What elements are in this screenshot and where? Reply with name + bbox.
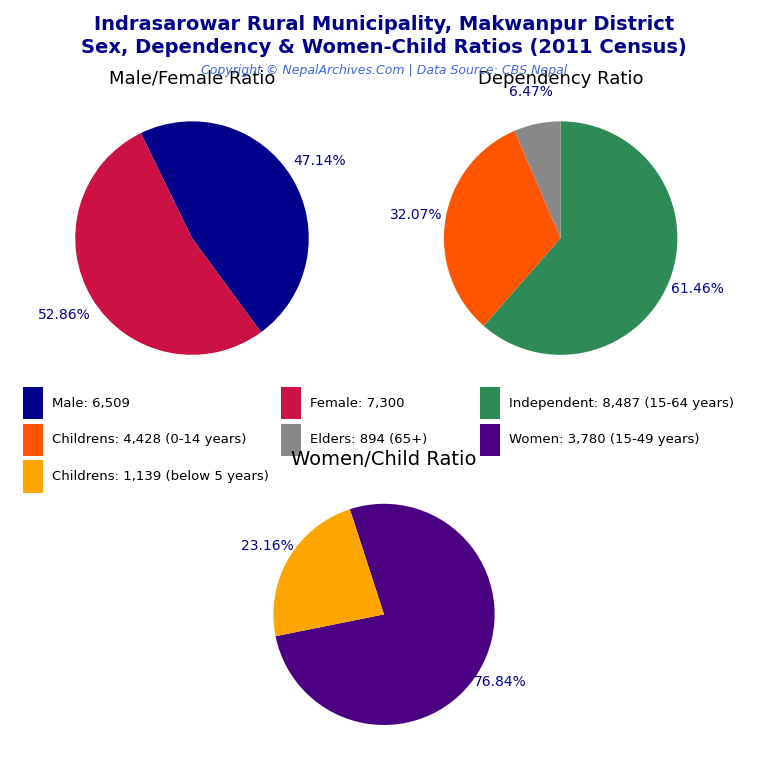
Text: Sex, Dependency & Women-Child Ratios (2011 Census): Sex, Dependency & Women-Child Ratios (20… xyxy=(81,38,687,58)
Bar xyxy=(480,424,501,456)
Wedge shape xyxy=(515,121,561,238)
Text: 6.47%: 6.47% xyxy=(508,84,552,99)
Wedge shape xyxy=(141,121,309,333)
Bar xyxy=(281,424,301,456)
Text: 76.84%: 76.84% xyxy=(474,676,527,690)
Bar xyxy=(281,387,301,419)
Bar xyxy=(23,460,43,492)
Text: Male: 6,509: Male: 6,509 xyxy=(52,397,130,410)
Text: Women: 3,780 (15-49 years): Women: 3,780 (15-49 years) xyxy=(509,433,700,446)
Text: 23.16%: 23.16% xyxy=(241,539,294,553)
Text: 32.07%: 32.07% xyxy=(390,208,443,222)
Wedge shape xyxy=(273,509,384,636)
Text: 52.86%: 52.86% xyxy=(38,309,91,323)
Wedge shape xyxy=(75,133,261,355)
Text: Elders: 894 (65+): Elders: 894 (65+) xyxy=(310,433,428,446)
Text: Copyright © NepalArchives.Com | Data Source: CBS Nepal: Copyright © NepalArchives.Com | Data Sou… xyxy=(201,64,567,77)
Text: Female: 7,300: Female: 7,300 xyxy=(310,397,405,410)
Text: 47.14%: 47.14% xyxy=(293,154,346,167)
Bar xyxy=(23,387,43,419)
Text: Childrens: 1,139 (below 5 years): Childrens: 1,139 (below 5 years) xyxy=(52,470,269,483)
Text: Independent: 8,487 (15-64 years): Independent: 8,487 (15-64 years) xyxy=(509,397,734,410)
Text: Childrens: 4,428 (0-14 years): Childrens: 4,428 (0-14 years) xyxy=(52,433,247,446)
Wedge shape xyxy=(484,121,677,355)
Title: Women/Child Ratio: Women/Child Ratio xyxy=(291,450,477,469)
Wedge shape xyxy=(276,504,495,725)
Title: Dependency Ratio: Dependency Ratio xyxy=(478,70,644,88)
Text: 61.46%: 61.46% xyxy=(670,283,723,296)
Bar xyxy=(480,387,501,419)
Wedge shape xyxy=(444,131,561,326)
Title: Male/Female Ratio: Male/Female Ratio xyxy=(109,70,275,88)
Text: Indrasarowar Rural Municipality, Makwanpur District: Indrasarowar Rural Municipality, Makwanp… xyxy=(94,15,674,35)
Bar xyxy=(23,424,43,456)
